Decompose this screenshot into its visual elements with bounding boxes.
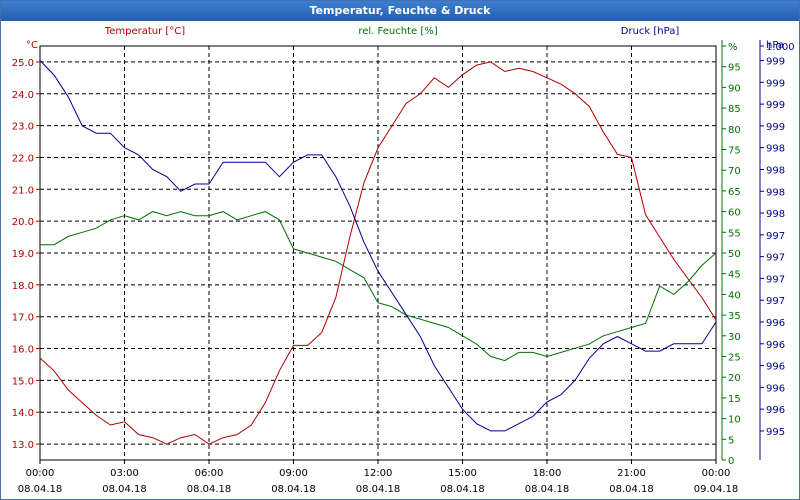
- x-tick-label-time: 21:00: [617, 468, 646, 479]
- x-tick-label-date: 08.04.18: [356, 484, 401, 495]
- window-title: Temperatur, Feuchte & Druck: [1, 1, 799, 21]
- temperature-tick-label: 19.0: [12, 249, 34, 260]
- x-tick-label-date: 09.04.18: [694, 484, 739, 495]
- pressure-tick-label: 998: [766, 209, 785, 220]
- pressure-tick-label: 996: [766, 340, 785, 351]
- temperature-series-line: [39, 61, 717, 445]
- x-tick-label-date: 08.04.18: [525, 484, 570, 495]
- humidity-tick-label: 85: [728, 104, 741, 115]
- pressure-tick-label: 998: [766, 165, 785, 176]
- x-tick-label-date: 08.04.18: [187, 484, 232, 495]
- pressure-tick-label: 996: [766, 383, 785, 394]
- humidity-tick-label: 40: [728, 290, 741, 301]
- humidity-tick-label: %: [728, 42, 738, 53]
- temperature-tick-label: 25.0: [12, 58, 34, 69]
- humidity-tick-label: 20: [728, 373, 741, 384]
- axes-layer: 00:00 08.04.18 03:00 08.04.18 06:00 08.04.18 0…: [12, 40, 795, 495]
- humidity-tick-label: 10: [728, 415, 741, 426]
- x-tick-label-time: 18:00: [533, 468, 562, 479]
- series-layer: [39, 60, 717, 445]
- temperature-axis-label: Temperatur [°C]: [104, 26, 185, 37]
- pressure-tick-label: 997: [766, 296, 785, 307]
- pressure-tick-label: 997: [766, 274, 785, 285]
- pressure-tick-label: 999: [766, 57, 785, 68]
- pressure-tick-label: 997: [766, 231, 785, 242]
- temperature-tick-label: 23.0: [12, 122, 34, 133]
- temperature-tick-label: 21.0: [12, 185, 34, 196]
- pressure-tick-label: 995: [766, 427, 785, 438]
- temperature-tick-label: 20.0: [12, 217, 34, 228]
- pressure-tick-label: 999: [766, 78, 785, 89]
- humidity-tick-label: 55: [728, 228, 741, 239]
- temperature-tick-label: 14.0: [12, 408, 34, 419]
- pressure-tick-label: 996: [766, 362, 785, 373]
- humidity-tick-label: 65: [728, 187, 741, 198]
- x-tick-label-date: 08.04.18: [271, 484, 316, 495]
- humidity-tick-label: 95: [728, 63, 741, 74]
- x-tick-label-date: 08.04.18: [609, 484, 654, 495]
- x-tick-label-time: 00:00: [26, 468, 55, 479]
- humidity-series-line: [40, 211, 717, 362]
- x-tick-label-date: 08.04.18: [102, 484, 147, 495]
- pressure-series-line: [39, 60, 717, 432]
- humidity-tick-label: 5: [728, 435, 734, 446]
- pressure-tick-label: 998: [766, 187, 785, 198]
- humidity-tick-label: 25: [728, 353, 741, 364]
- humidity-tick-label: 75: [728, 146, 741, 157]
- humidity-tick-label: 0: [728, 456, 734, 467]
- temperature-tick-label: 22.0: [12, 153, 34, 164]
- x-tick-label-time: 00:00: [702, 468, 731, 479]
- temperature-unit-label: °C: [26, 40, 38, 51]
- pressure-axis-label: Druck [hPa]: [621, 26, 680, 37]
- humidity-axis-label: rel. Feuchte [%]: [358, 26, 437, 37]
- grid-layer: [39, 45, 717, 461]
- x-tick-label-time: 06:00: [195, 468, 224, 479]
- x-tick-label-date: 08.04.18: [18, 484, 63, 495]
- humidity-tick-label: 35: [728, 311, 741, 322]
- humidity-tick-label: 70: [728, 166, 741, 177]
- x-tick-label-time: 12:00: [364, 468, 393, 479]
- humidity-tick-label: 30: [728, 332, 741, 343]
- pressure-tick-label: 999: [766, 122, 785, 133]
- x-tick-label-time: 03:00: [110, 468, 139, 479]
- humidity-tick-label: 80: [728, 125, 741, 136]
- humidity-tick-label: 45: [728, 270, 741, 281]
- temperature-tick-label: 24.0: [12, 90, 34, 101]
- temperature-tick-label: 15.0: [12, 376, 34, 387]
- pressure-tick-label: hPa: [766, 40, 784, 51]
- x-tick-label-date: 08.04.18: [440, 484, 485, 495]
- pressure-tick-label: 996: [766, 318, 785, 329]
- temperature-tick-label: 13.0: [12, 440, 34, 451]
- humidity-tick-label: 60: [728, 208, 741, 219]
- temperature-tick-label: 16.0: [12, 345, 34, 356]
- x-tick-label-time: 09:00: [279, 468, 308, 479]
- pressure-tick-label: 998: [766, 144, 785, 155]
- pressure-tick-label: 999: [766, 100, 785, 111]
- humidity-tick-label: 15: [728, 394, 741, 405]
- temperature-tick-label: 18.0: [12, 281, 34, 292]
- pressure-tick-label: 1.000: [766, 42, 795, 53]
- humidity-tick-label: 50: [728, 249, 741, 260]
- humidity-tick-label: 90: [728, 83, 741, 94]
- pressure-tick-label: 996: [766, 405, 785, 416]
- pressure-tick-label: 997: [766, 253, 785, 264]
- temperature-tick-label: 17.0: [12, 313, 34, 324]
- x-tick-label-time: 15:00: [448, 468, 477, 479]
